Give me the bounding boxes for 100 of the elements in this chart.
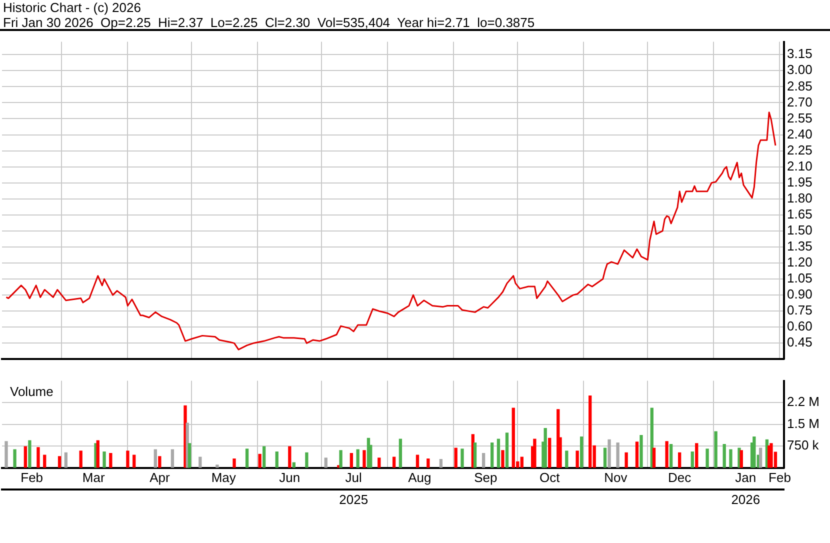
- bar: [501, 450, 504, 468]
- bar: [275, 452, 278, 468]
- bar: [258, 454, 262, 468]
- x-tick-label: Feb: [768, 470, 791, 486]
- bar: [188, 443, 192, 468]
- bar: [439, 459, 443, 468]
- bar: [170, 449, 174, 468]
- bar: [635, 442, 639, 468]
- y-tick-label: 0.90: [787, 286, 812, 302]
- bar: [740, 450, 743, 468]
- y-tick-label: 1.50: [787, 222, 812, 238]
- bar: [79, 450, 82, 468]
- y-tick-label: 1.05: [787, 270, 812, 286]
- bar: [28, 440, 32, 468]
- x-tick-label: Oct: [539, 470, 560, 486]
- bar: [608, 439, 611, 468]
- x-tick-label: Dec: [668, 470, 692, 486]
- bar: [426, 458, 430, 468]
- bar: [565, 450, 568, 468]
- bar: [722, 444, 726, 468]
- x-tick-label: Feb: [20, 470, 44, 486]
- bar: [588, 396, 592, 468]
- bar: [198, 456, 202, 468]
- bar: [752, 436, 756, 468]
- x-tick-label: Mar: [82, 470, 106, 486]
- y-tick-label: 1.20: [787, 254, 812, 270]
- bar: [356, 449, 360, 468]
- bar: [729, 449, 732, 468]
- bar: [706, 448, 709, 468]
- y-tick-label: 0.75: [787, 302, 812, 318]
- y-tick-label: 3.15: [787, 46, 812, 62]
- bar: [416, 454, 420, 468]
- bar: [548, 438, 552, 468]
- bar: [460, 448, 464, 468]
- y-tick-label: 2.2 M: [787, 394, 820, 410]
- bar: [640, 434, 643, 468]
- chart-subtitle: Fri Jan 30 2026 Op=2.25 Hi=2.37 Lo=2.25 Cl=2.30 Vol=535,404 Year hi=2.71 lo=0.3875: [3, 15, 536, 30]
- bar: [378, 458, 381, 468]
- bar: [603, 448, 607, 468]
- bar: [13, 449, 16, 468]
- y-tick-label: 2.85: [787, 78, 812, 94]
- bar: [262, 446, 266, 468]
- x2-tick-label: 2025: [339, 492, 368, 507]
- y-tick-label: 0.45: [787, 334, 812, 350]
- bar: [714, 431, 718, 468]
- bar: [232, 458, 236, 468]
- bar: [154, 449, 157, 468]
- bar: [520, 456, 524, 468]
- x-tick-label: May: [211, 470, 236, 486]
- x-tick-label: Aug: [408, 470, 432, 486]
- x-tick-label: Sep: [474, 470, 498, 486]
- x-tick-label: Jul: [345, 470, 362, 486]
- bar: [36, 447, 40, 468]
- x-tick-label: Jan: [735, 470, 756, 486]
- bar: [496, 438, 500, 468]
- y-tick-label: 2.10: [787, 158, 812, 174]
- bar: [158, 456, 162, 468]
- bar: [392, 456, 396, 468]
- y-tick-label: 1.65: [787, 206, 812, 222]
- bar: [43, 454, 46, 468]
- x2-tick-label: 2026: [731, 492, 760, 507]
- y-tick-label: 0.60: [787, 318, 812, 334]
- bar: [624, 452, 628, 468]
- bar: [544, 428, 547, 468]
- bar: [350, 452, 354, 468]
- bar: [216, 464, 219, 468]
- bar: [580, 436, 584, 468]
- bar: [362, 450, 366, 468]
- bar: [305, 452, 308, 468]
- bar: [24, 446, 28, 468]
- y-tick-label: 2.25: [787, 142, 812, 158]
- bar: [695, 443, 698, 468]
- bar: [245, 448, 249, 468]
- bar: [454, 448, 458, 468]
- bar: [758, 448, 762, 468]
- bar: [669, 444, 673, 468]
- bar: [533, 438, 536, 468]
- bar: [490, 442, 494, 468]
- bar: [665, 441, 668, 468]
- x-tick-label: Nov: [604, 470, 628, 486]
- x-tick-label: Jun: [279, 470, 300, 486]
- y-tick-label: 1.80: [787, 190, 812, 206]
- bar: [96, 440, 100, 468]
- bar: [102, 452, 106, 468]
- y-tick-label: 1.95: [787, 174, 812, 190]
- y-tick-label: 2.55: [787, 110, 812, 126]
- bar: [132, 454, 136, 468]
- bar: [616, 442, 620, 468]
- x-tick-label: Apr: [150, 470, 170, 486]
- bar: [288, 446, 292, 468]
- chart-title: Historic Chart - (c) 2026: [3, 0, 142, 15]
- bar: [505, 432, 509, 468]
- bar: [58, 456, 62, 468]
- bar: [339, 450, 342, 468]
- bar: [64, 452, 68, 468]
- y-tick-label: 750 k: [787, 438, 820, 453]
- bar: [398, 438, 402, 468]
- bar: [4, 441, 8, 468]
- bar: [512, 408, 515, 468]
- y-tick-label: 2.40: [787, 126, 812, 142]
